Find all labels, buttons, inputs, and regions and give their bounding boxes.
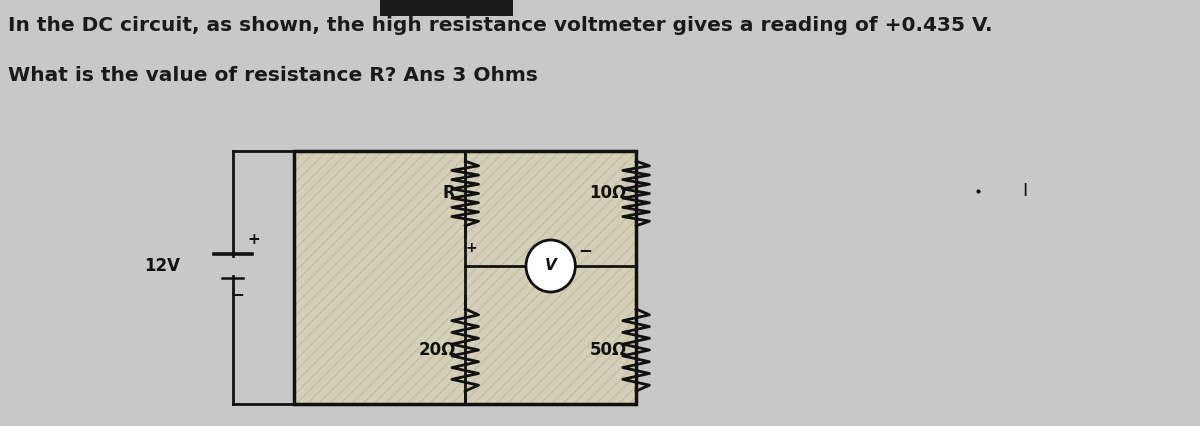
Bar bbox=[294, 151, 636, 404]
Text: +: + bbox=[466, 241, 476, 255]
Text: +: + bbox=[247, 233, 260, 248]
Text: 10Ω: 10Ω bbox=[589, 184, 626, 202]
Text: −: − bbox=[230, 285, 245, 303]
Circle shape bbox=[526, 240, 575, 292]
Text: R: R bbox=[443, 184, 456, 202]
Bar bbox=[294, 151, 636, 404]
Bar bbox=[379, 0, 512, 16]
Text: 20Ω: 20Ω bbox=[419, 341, 456, 359]
Text: 50Ω: 50Ω bbox=[589, 341, 626, 359]
Text: −: − bbox=[578, 241, 592, 259]
Text: 12V: 12V bbox=[144, 257, 180, 275]
Text: V: V bbox=[545, 259, 557, 273]
Bar bbox=[294, 151, 636, 404]
Text: I: I bbox=[1022, 182, 1028, 200]
Text: In the DC circuit, as shown, the high resistance voltmeter gives a reading of +0: In the DC circuit, as shown, the high re… bbox=[7, 16, 992, 35]
Text: What is the value of resistance R? Ans 3 Ohms: What is the value of resistance R? Ans 3… bbox=[7, 66, 538, 85]
